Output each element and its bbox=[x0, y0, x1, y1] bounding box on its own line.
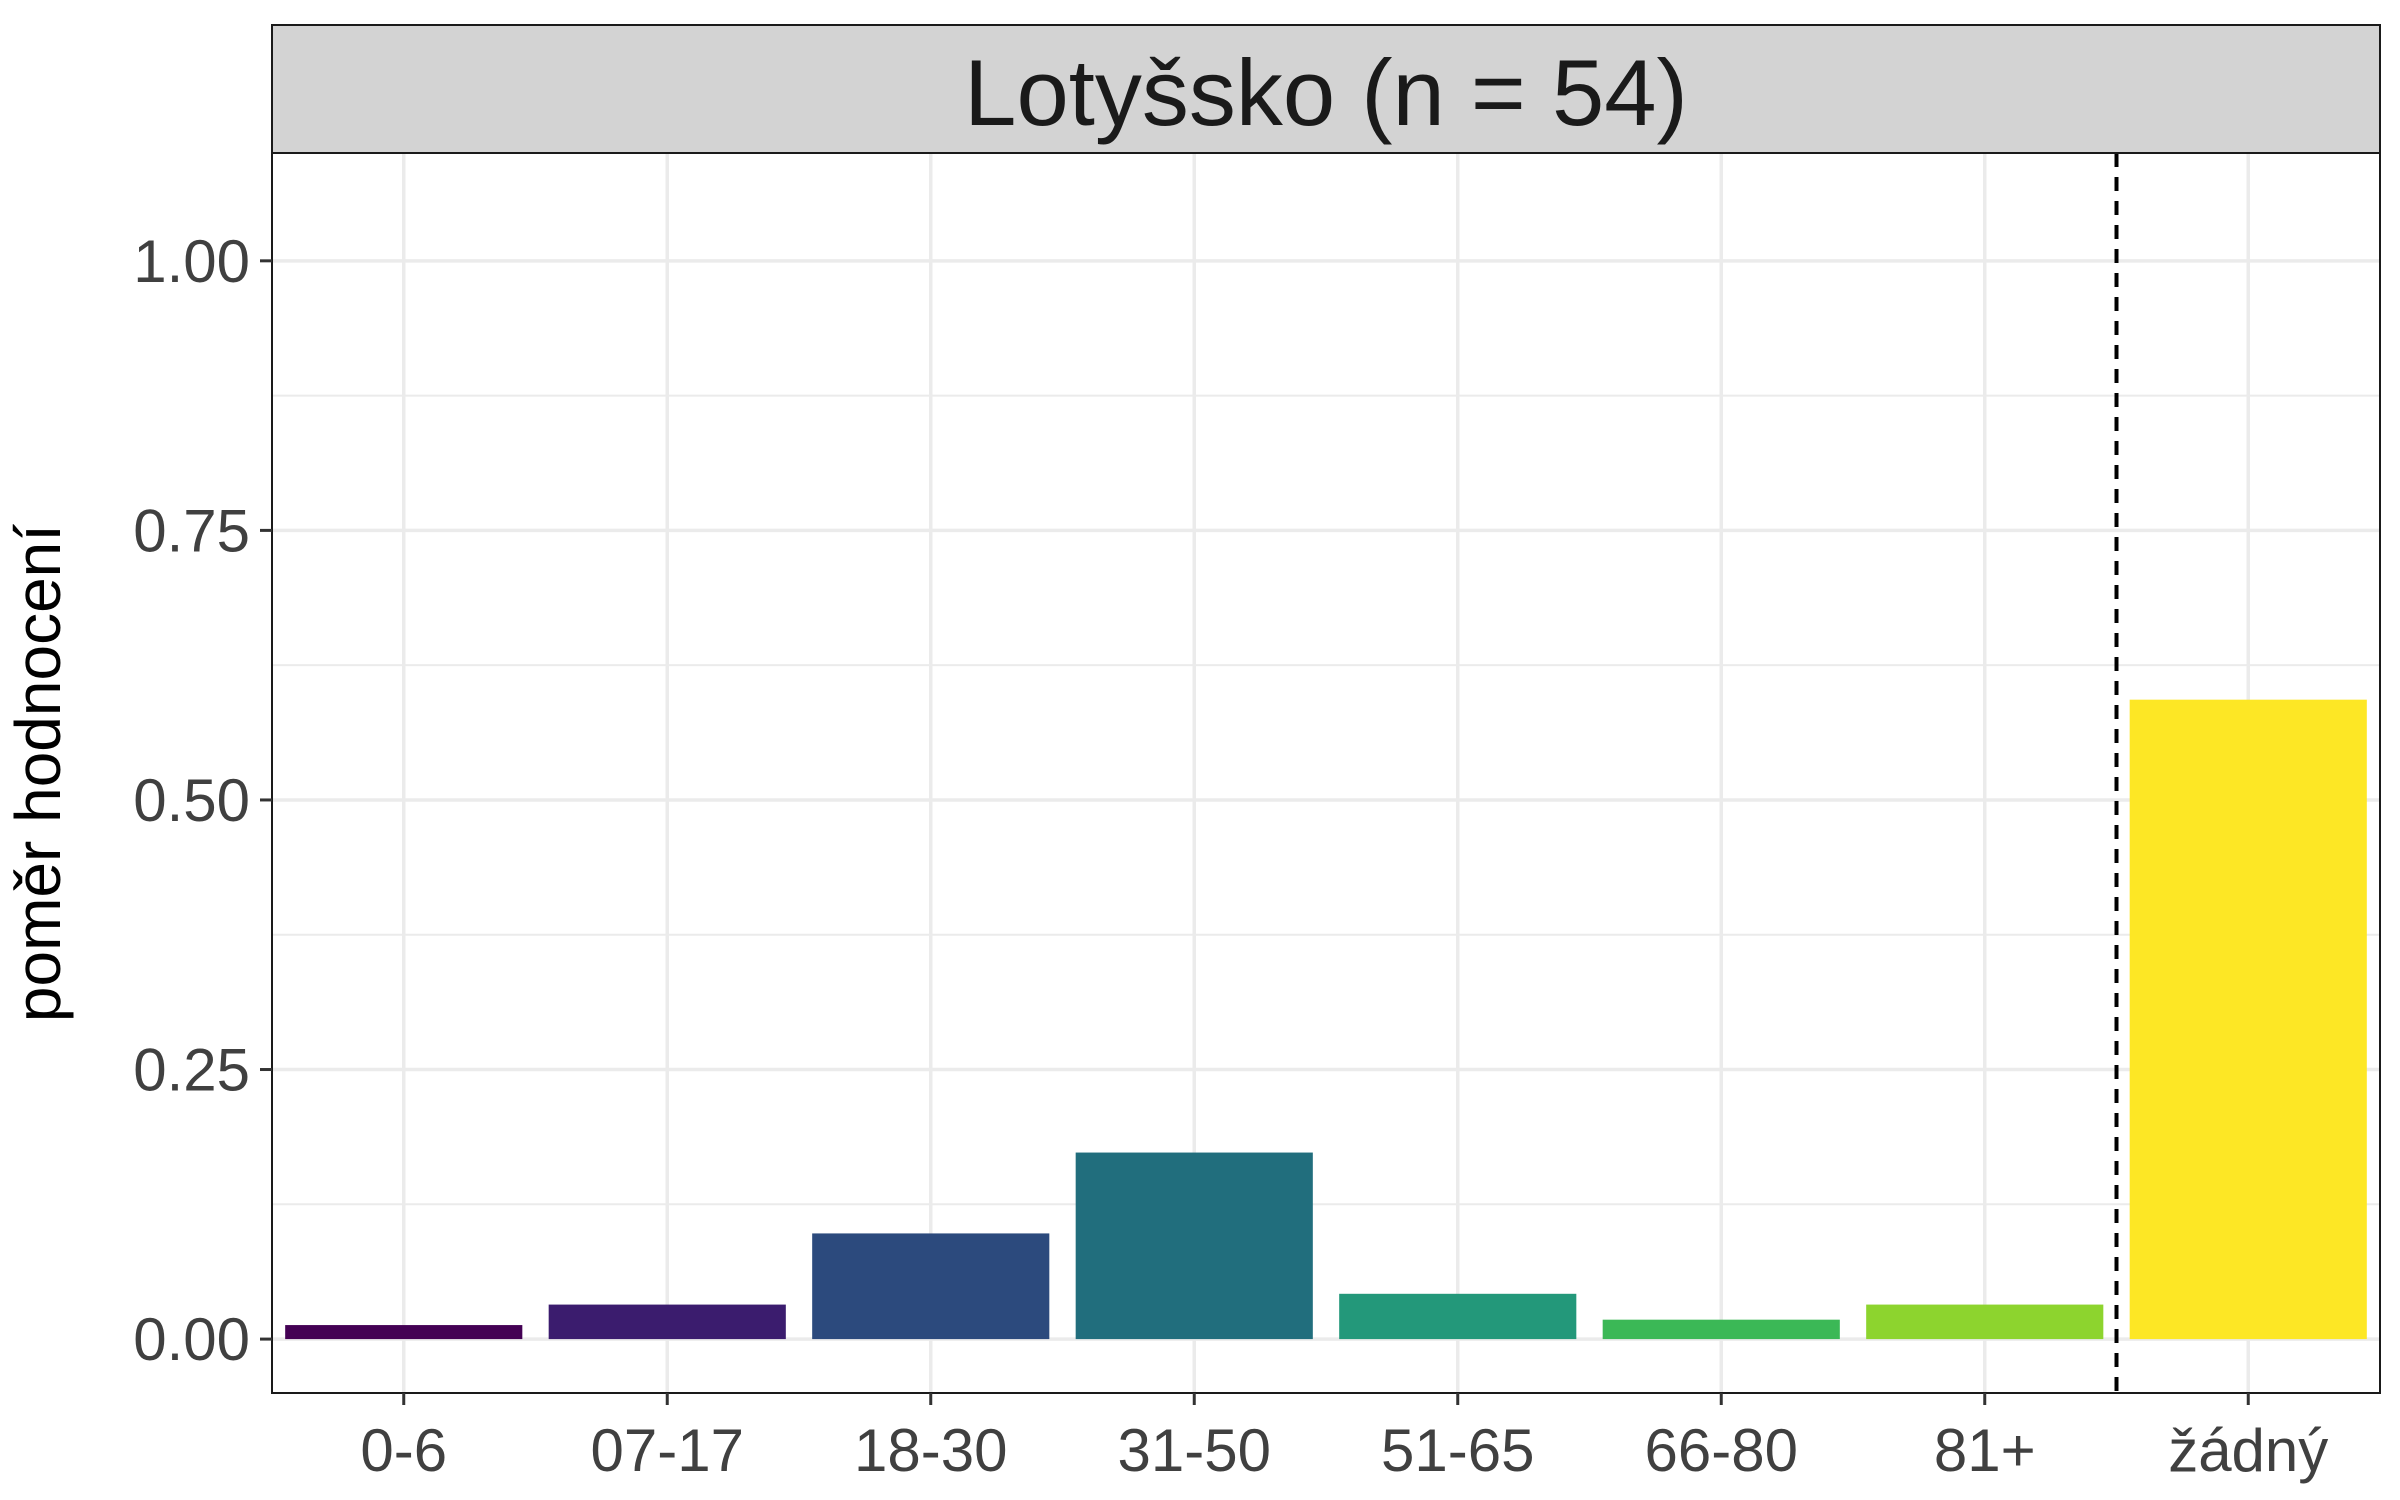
y-axis: 0.00 0.25 0.50 0.75 1.00 bbox=[133, 228, 272, 1373]
plot-panel bbox=[272, 153, 2380, 1393]
bar-31-50 bbox=[1075, 1152, 1313, 1340]
facet-strip bbox=[271, 24, 2381, 154]
x-tick-label: 0-6 bbox=[360, 1417, 447, 1484]
plot-border bbox=[271, 152, 2381, 1394]
bar-66-80 bbox=[1602, 1319, 1840, 1340]
y-tick-label: 0.50 bbox=[133, 767, 250, 834]
y-tick-label: 1.00 bbox=[133, 228, 250, 295]
x-tick-label: 66-80 bbox=[1645, 1417, 1798, 1484]
chart-title: Lotyšsko (n = 54) bbox=[964, 40, 1688, 145]
x-tick-label: 51-65 bbox=[1381, 1417, 1534, 1484]
y-axis-title: poměr hodnocení bbox=[2, 524, 74, 1022]
bar-81+ bbox=[1866, 1304, 2104, 1340]
bar-51-65 bbox=[1339, 1293, 1577, 1340]
x-tick-label: 18-30 bbox=[854, 1417, 1007, 1484]
y-tick-label: 0.25 bbox=[133, 1037, 250, 1104]
bar-18-30 bbox=[812, 1233, 1050, 1340]
y-tick-label: 0.75 bbox=[133, 497, 250, 564]
x-tick-label: 31-50 bbox=[1118, 1417, 1271, 1484]
bar-žádný bbox=[2129, 699, 2367, 1340]
bars bbox=[285, 699, 2367, 1340]
grid-lines bbox=[272, 153, 2380, 1393]
x-tick-label: 81+ bbox=[1934, 1417, 2036, 1484]
y-tick-label: 0.00 bbox=[133, 1306, 250, 1373]
x-tick-label: 07-17 bbox=[591, 1417, 744, 1484]
x-tick-label: žádný bbox=[2168, 1417, 2328, 1484]
x-axis: 0-6 07-17 18-30 31-50 51-65 66-80 81+ žádný bbox=[360, 1393, 2328, 1484]
bar-0-6 bbox=[285, 1325, 523, 1340]
bar-07-17 bbox=[548, 1304, 786, 1340]
